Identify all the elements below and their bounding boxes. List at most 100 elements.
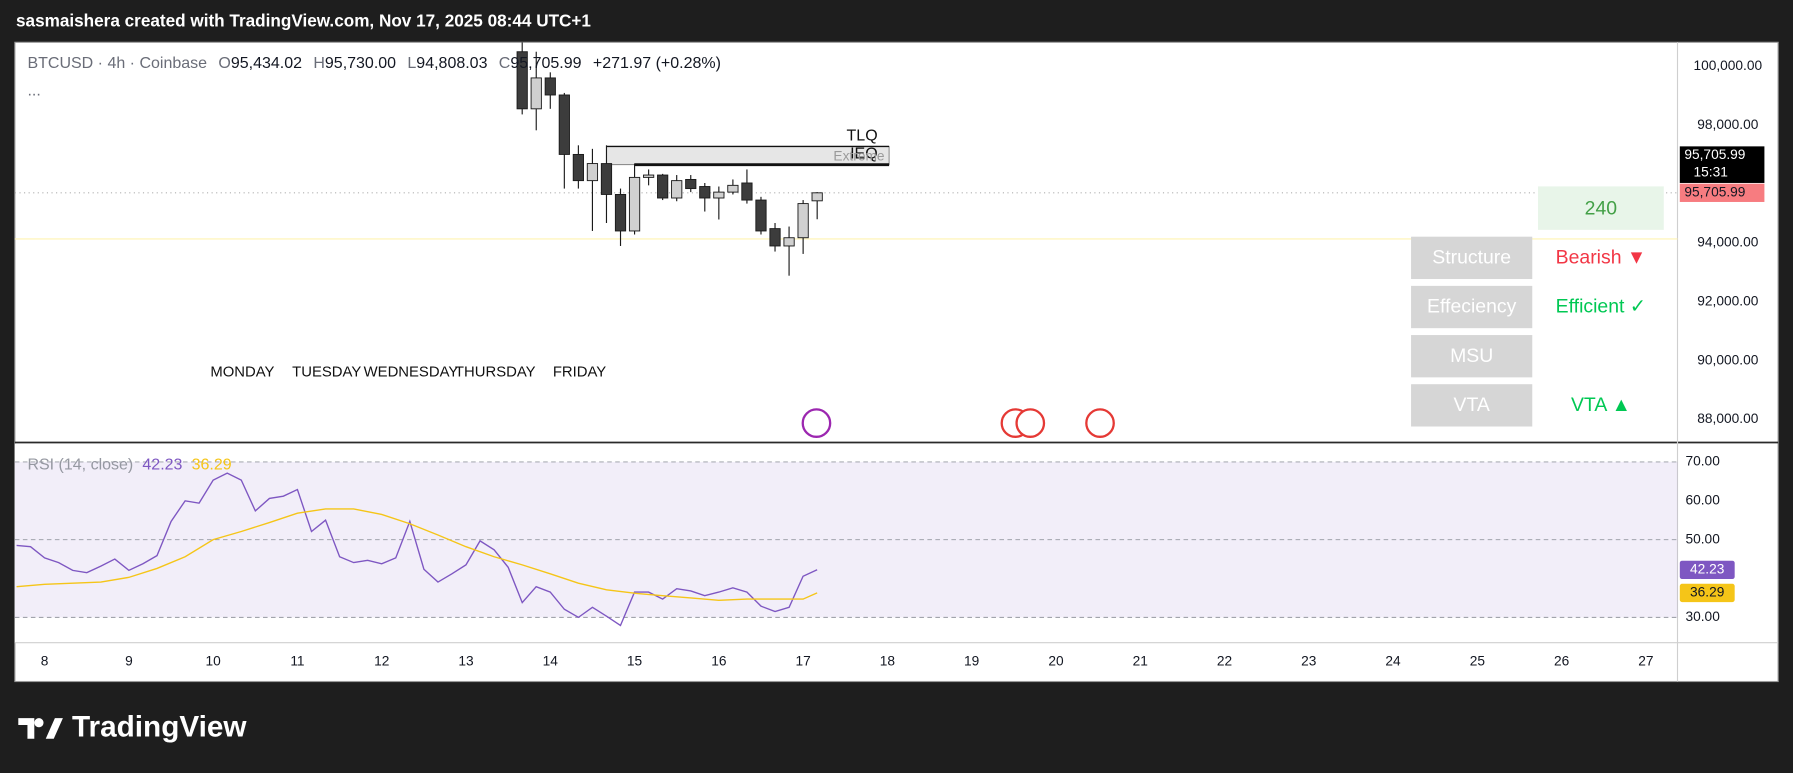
y-tick-label: 94,000.00 [1697,235,1758,250]
countdown-box [1679,146,1765,183]
rsi-value: 36.29 [192,457,232,474]
candle-body [572,153,584,182]
panel-cell [1411,236,1533,280]
plot: 100,000.00 98,000.00 94,000.00 92,000.00 90,… [14,42,1765,669]
last-price-box [1679,183,1765,202]
brand-logo [18,718,63,739]
candle-body [600,163,613,195]
zone-label: Extreme [833,148,884,163]
candle-body [544,77,556,96]
x-tick-label: 24 [1385,654,1401,669]
rsi-title: RSI (14, close) [27,457,133,474]
rsi-line [16,508,818,602]
rsi-pane [14,443,1678,643]
brand: TradingView [72,710,247,743]
session-label: MONDAY [210,365,274,381]
rsi-value: 42.23 [142,457,182,474]
legend-more[interactable]: ... [27,83,40,100]
candle-body [516,51,528,110]
panel-label: Effeciency [1427,296,1517,318]
panel-label: MSU [1450,345,1493,367]
x-tick-label: 8 [41,654,49,669]
value-box [1679,583,1735,603]
y-tick-label: 90,000.00 [1697,352,1758,367]
x-tick-label: 18 [880,654,896,669]
event-icon[interactable] [1085,408,1115,438]
candle-body [755,199,767,232]
timeframe-box [1537,186,1664,230]
x-tick-label: 26 [1554,654,1570,669]
level-label: TLQ [847,127,878,144]
x-tick-label: 16 [711,654,727,669]
level-label: IEQ [850,146,878,163]
panel-value: Bearish ▼ [1556,247,1646,269]
y-tick-label: 88,000.00 [1697,411,1758,426]
symbol-legend: BTCUSD · 4h · Coinbase O95,434.02 H95,73… [27,55,721,72]
x-tick-label: 22 [1217,654,1232,669]
legend-value: 94,808.03 [416,55,487,72]
x-tick-label: 17 [795,654,810,669]
x-tick-label: 13 [458,654,474,669]
legend-key: C [499,55,511,72]
legend-value: 95,705.99 [510,55,581,72]
price-label: 95,705.99 [1684,147,1745,162]
x-tick-label: 25 [1470,654,1486,669]
value-box [1679,560,1735,580]
value-box-label: 42.23 [1690,561,1725,576]
panel-cell [1411,335,1533,378]
legend-value: 95,434.02 [231,55,302,72]
panel-label: VTA [1454,394,1490,416]
panel-cell [1411,384,1533,427]
event-icon[interactable] [1015,408,1046,438]
event-icon[interactable] [801,408,832,438]
legend-key: L [407,55,416,72]
candle-body [713,191,725,199]
x-tick-label: 12 [374,654,389,669]
last-price-label: 95,705.99 [1684,184,1745,199]
x-tick-label: 23 [1301,654,1317,669]
candle-body [741,182,753,201]
session-label: WEDNESDAY [364,365,459,381]
candle-body [727,184,739,193]
x-tick-label: 21 [1133,654,1148,669]
countdown: 15:31 [1694,164,1728,179]
x-tick-label: 11 [290,654,304,669]
candle-body [699,186,711,199]
x-tick-label: 19 [964,654,979,669]
x-tick-label: 27 [1638,654,1653,669]
legend-key: O [218,55,230,72]
candle-body [643,174,655,178]
y-tick-label: 100,000.00 [1693,58,1762,73]
legend-value: 95,730.00 [325,55,396,72]
y-tick-label: 50.00 [1685,531,1720,546]
x-tick-label: 15 [627,654,643,669]
timeframe: 240 [1585,197,1618,219]
value-box-label: 36.29 [1690,585,1724,600]
candle-body [811,192,823,202]
panel-value: Efficient ✓ [1556,296,1646,318]
x-tick-label: 14 [543,654,559,669]
legend-change: +271.97 (+0.28%) [593,55,721,72]
session-label: FRIDAY [553,365,606,381]
candle-body [769,228,781,247]
panel-cell [1411,285,1533,329]
rsi-line [16,472,818,627]
candle-body [783,237,795,247]
y-tick-label: 98,000.00 [1697,117,1758,132]
candle-body [586,163,599,182]
candle-body [614,194,627,232]
candle-body [530,77,542,110]
candle-body [685,178,697,190]
x-tick-label: 10 [206,654,222,669]
candle-body [558,94,570,155]
session-label: THURSDAY [455,365,536,381]
panel-value: VTA ▲ [1571,394,1631,416]
candle-body [797,203,809,239]
legend-key: H [313,55,325,72]
symbol: BTCUSD · 4h · Coinbase [27,55,207,72]
y-tick-label: 30.00 [1685,609,1720,624]
candle-body [671,180,683,199]
x-tick-label: 9 [125,654,133,669]
